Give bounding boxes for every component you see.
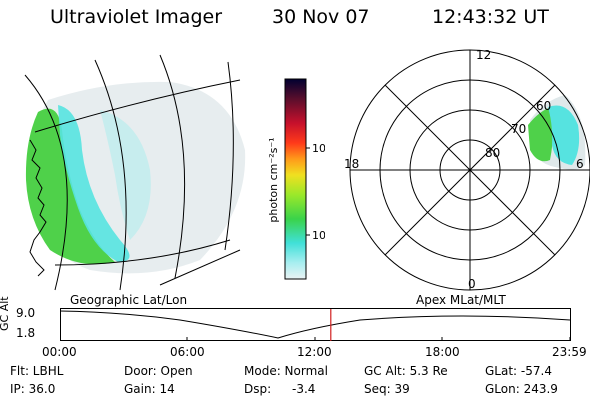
mlt-label-12: 12	[476, 48, 491, 62]
mlat-label-60: 60	[536, 99, 551, 113]
seq-readout: Seq: 39	[364, 382, 410, 396]
mlat-label-80: 80	[485, 146, 500, 160]
time-tick-0600: 06:00	[170, 345, 205, 359]
time-tick-0000: 00:00	[42, 345, 77, 359]
gc-alt-readout: GC Alt: 5.3 Re	[364, 364, 448, 378]
polar-emission-area	[528, 95, 586, 170]
time-tick-1800: 18:00	[425, 345, 460, 359]
mlat-label-70: 70	[511, 122, 526, 136]
time-tick-2359: 23:59	[552, 345, 587, 359]
colorbar-label: photon cm⁻²s⁻¹	[267, 137, 280, 222]
glon-readout: GLon: 243.9	[485, 382, 558, 396]
altitude-timeline-plot	[60, 308, 571, 341]
altitude-axis-label: GC Alt	[0, 296, 11, 331]
filter-readout: Flt: LBHL	[10, 364, 64, 378]
glat-readout: GLat: -57.4	[485, 364, 552, 378]
altitude-curve	[60, 310, 571, 339]
polar-mlt-plot: 12 18 6 0 60 70 80	[344, 48, 590, 291]
colorbar-tick-100: 100	[312, 142, 325, 155]
lat-lon-grid	[24, 54, 241, 291]
mlt-label-6: 6	[576, 157, 584, 171]
geographic-caption: Geographic Lat/Lon	[70, 293, 188, 307]
colorbar-tick-10: 10	[312, 229, 325, 242]
colorbar-scale	[284, 78, 307, 280]
altitude-tick-min: 1.8	[16, 326, 36, 340]
polar-grid	[349, 49, 590, 291]
dsp-value: -3.4	[292, 382, 316, 396]
apex-caption: Apex MLat/MLT	[416, 293, 506, 307]
time-tick-1200: 12:00	[297, 345, 332, 359]
door-readout: Door: Open	[124, 364, 193, 378]
altitude-tick-max: 9.0	[16, 306, 36, 320]
coastline	[29, 139, 47, 277]
altitude-plot-frame	[60, 308, 571, 341]
uv-emission-area	[25, 81, 246, 274]
mlt-label-18: 18	[344, 157, 359, 171]
app-title: Ultraviolet Imager	[50, 6, 223, 28]
gain-readout: Gain: 14	[124, 382, 175, 396]
mode-readout: Mode: Normal	[244, 364, 328, 378]
geographic-image-panel	[24, 54, 246, 291]
mlt-label-0: 0	[468, 277, 476, 291]
ip-readout: IP: 36.0	[10, 382, 56, 396]
dsp-label: Dsp:	[244, 382, 272, 396]
date-readout: 30 Nov 07	[272, 6, 370, 28]
time-readout: 12:43:32 UT	[432, 6, 549, 28]
colorbar: 100 10 photon cm⁻²s⁻¹	[267, 78, 325, 280]
